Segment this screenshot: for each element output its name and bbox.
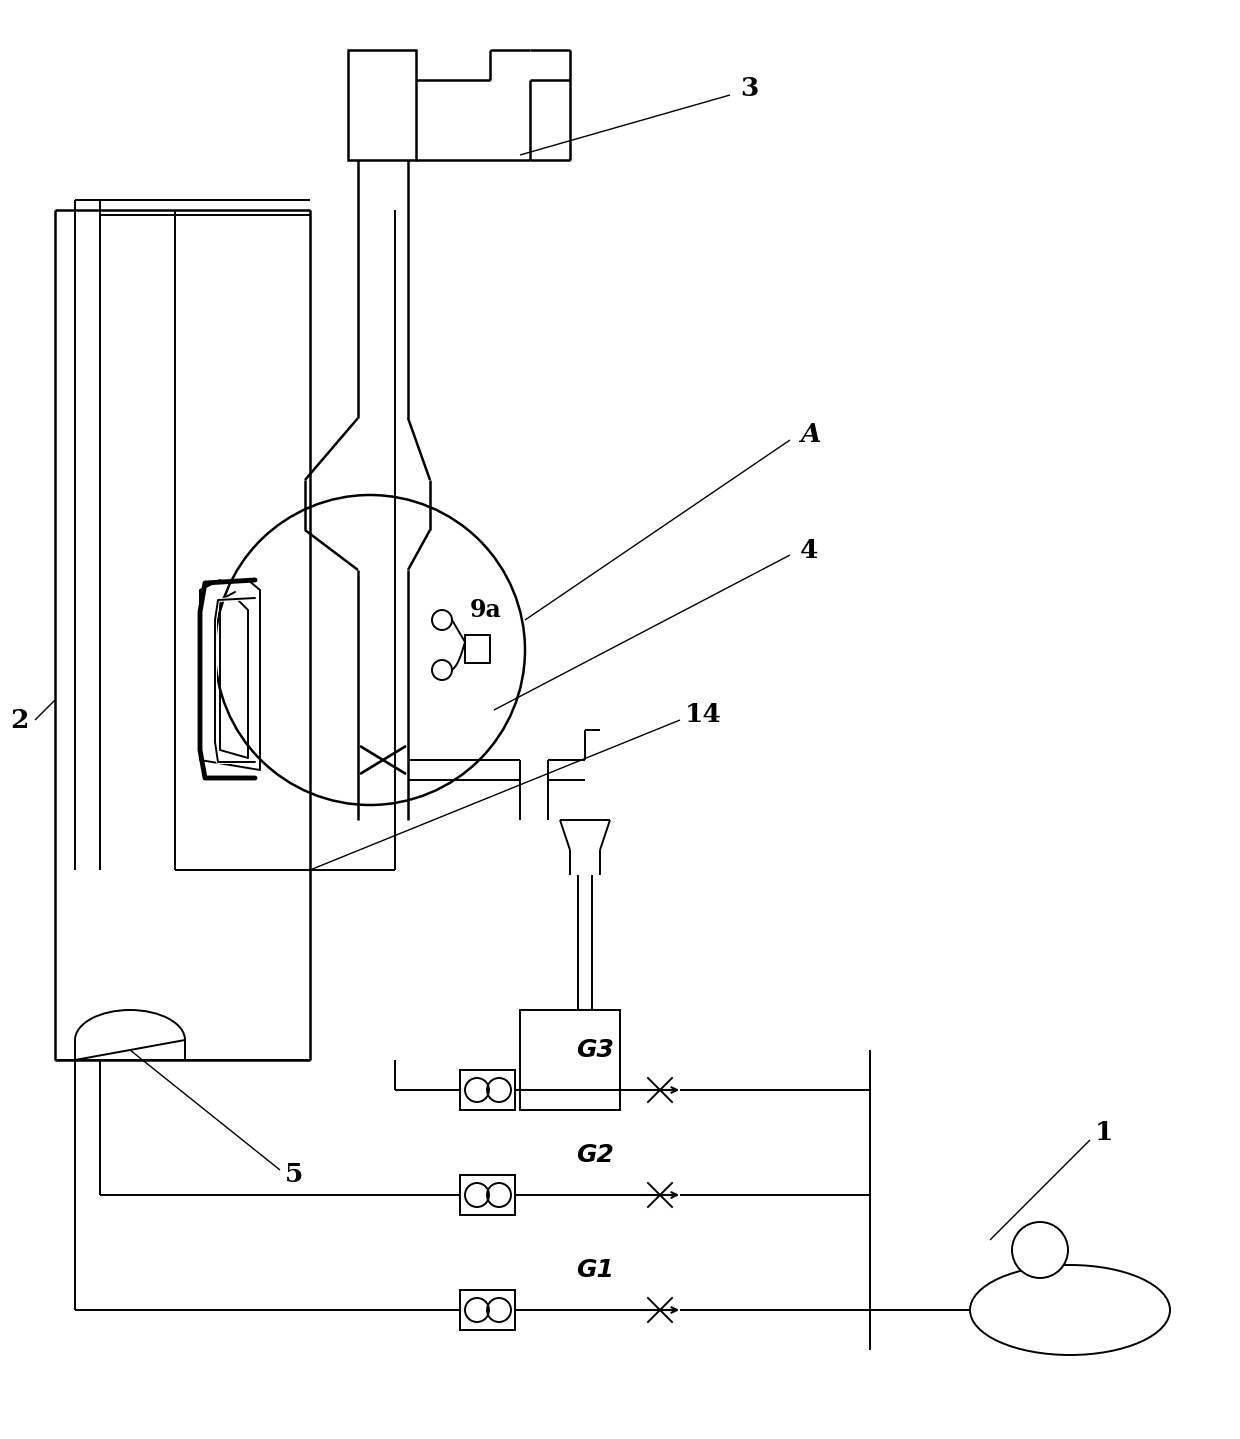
Bar (460, 1071, 515, 1109)
Text: G3: G3 (577, 1038, 614, 1062)
Bar (348, 50, 415, 160)
Text: 1: 1 (1095, 1121, 1114, 1145)
Circle shape (1012, 1222, 1068, 1278)
Bar (460, 1176, 515, 1215)
Text: 3: 3 (740, 75, 759, 101)
Ellipse shape (970, 1265, 1171, 1356)
Bar (465, 635, 490, 663)
Text: G1: G1 (577, 1258, 614, 1282)
Text: 14: 14 (684, 702, 722, 728)
Text: G2: G2 (577, 1143, 614, 1167)
Bar (520, 1010, 620, 1109)
Bar (460, 1289, 515, 1330)
Text: 4: 4 (800, 538, 818, 563)
Text: A: A (800, 423, 821, 448)
Text: 5: 5 (285, 1163, 304, 1187)
Text: 2: 2 (10, 708, 29, 732)
Text: 9a: 9a (470, 599, 502, 622)
